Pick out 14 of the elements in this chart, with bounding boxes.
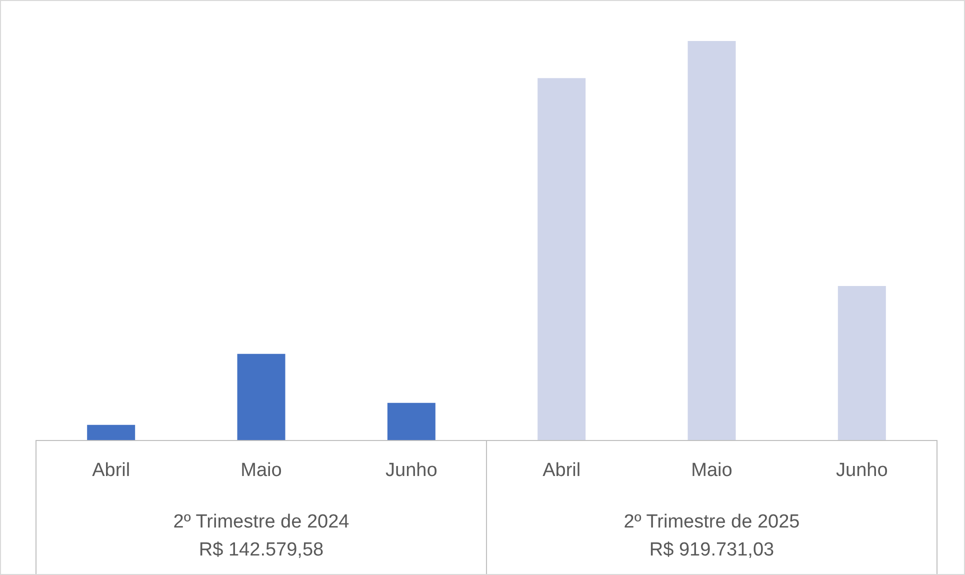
x-tick-label: Junho <box>836 460 888 481</box>
x-tick-label: Maio <box>691 460 732 481</box>
bar <box>87 424 136 440</box>
x-tick-label: Junho <box>386 460 438 481</box>
x-tick-label: Maio <box>240 460 282 481</box>
bar <box>838 286 886 440</box>
bar <box>387 402 436 440</box>
x-tick-label: Abril <box>92 460 130 481</box>
text: 2º Trimestre de 2024 R$ 142.579,58 <box>173 512 350 560</box>
bar <box>688 41 736 440</box>
text: 2º Trimestre de 2025 R$ 919.731,03 <box>624 512 800 560</box>
bar <box>538 78 586 440</box>
x-tick-label: Abril <box>542 460 581 481</box>
bar <box>237 354 286 440</box>
